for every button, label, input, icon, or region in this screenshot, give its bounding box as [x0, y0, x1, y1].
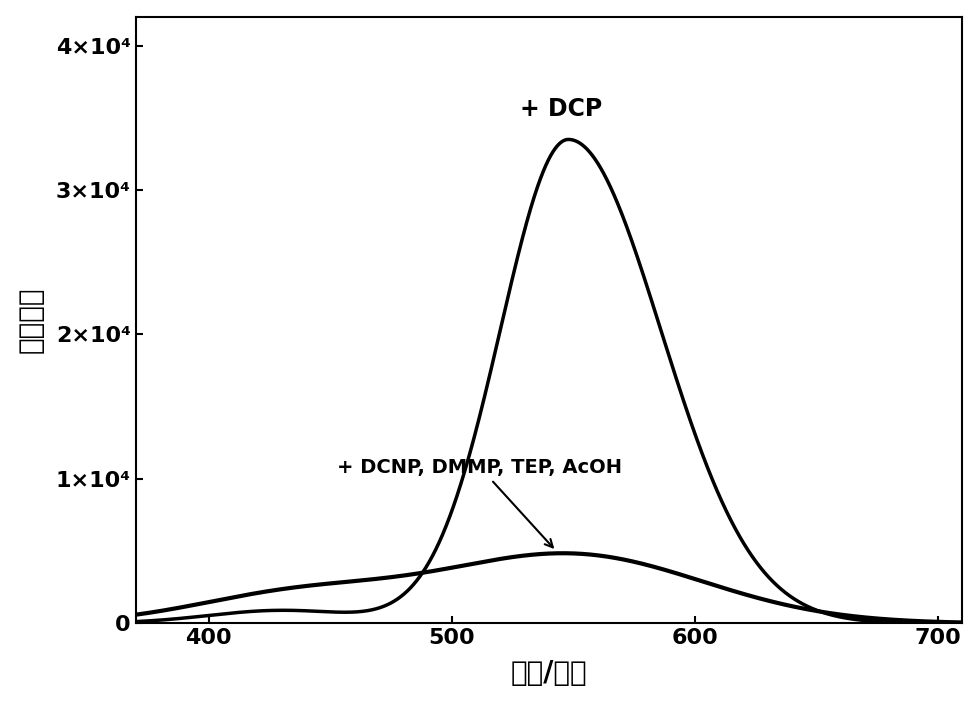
X-axis label: 波长/纳米: 波长/纳米 — [511, 660, 587, 687]
Text: + DCNP, DMMP, TEP, AcOH: + DCNP, DMMP, TEP, AcOH — [337, 458, 622, 547]
Y-axis label: 荧光强度: 荧光强度 — [17, 287, 45, 353]
Text: + DCP: + DCP — [520, 96, 603, 120]
